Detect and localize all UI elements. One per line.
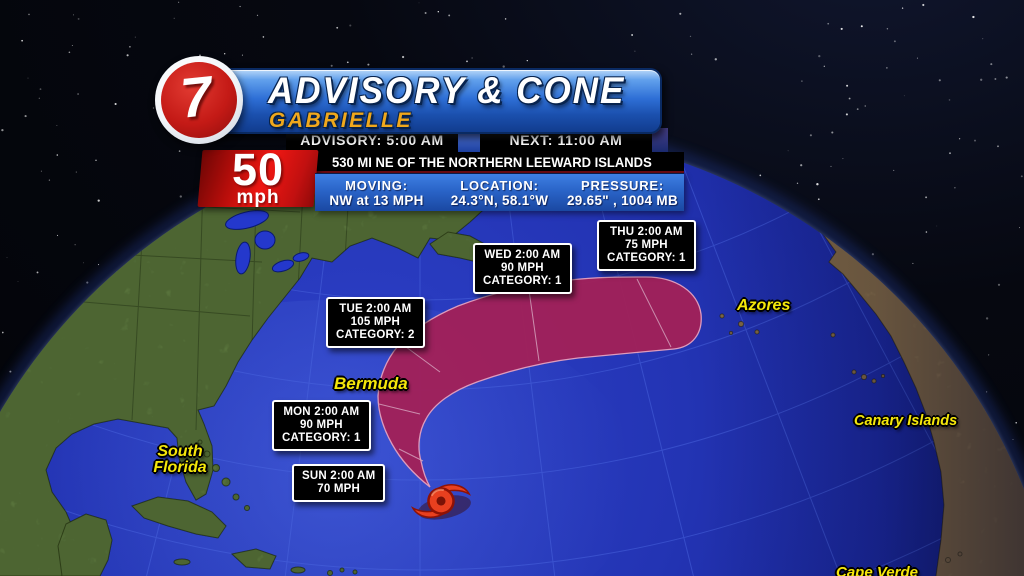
forecast-wed-wind: 90 MPH xyxy=(500,262,544,274)
advisory-bar-endcap xyxy=(652,128,668,152)
forecast-mon-wind: 90 MPH xyxy=(299,419,343,431)
channel7-logo-digit: 7 xyxy=(177,63,216,130)
wind-speed-value: 50 xyxy=(231,144,285,195)
storm-stats-bar: MOVING: NW at 13 MPH LOCATION: 24.3°N, 5… xyxy=(315,173,684,211)
forecast-wed-time: WED 2:00 AM xyxy=(484,249,561,261)
channel7-logo-circle: 7 xyxy=(161,62,237,138)
storm-name: GABRIELLE xyxy=(269,109,413,132)
hispaniola xyxy=(230,548,277,570)
forecast-thu-wind: 75 MPH xyxy=(624,239,668,251)
forecast-mon-category: CATEGORY: 1 xyxy=(282,432,361,444)
hurricane-icon xyxy=(410,484,472,520)
moving-value: NW at 13 MPH xyxy=(329,192,424,208)
forecast-tue-wind: 105 MPH xyxy=(350,316,400,328)
puerto-rico xyxy=(290,566,306,574)
advisory-time: ADVISORY: 5:00 AM xyxy=(300,132,444,148)
storm-position-text: 530 MI NE OF THE NORTHERN LEEWARD ISLAND… xyxy=(332,153,652,170)
storm-position-bar: 530 MI NE OF THE NORTHERN LEEWARD ISLAND… xyxy=(300,152,684,173)
moving-label: MOVING: xyxy=(345,177,408,193)
label-cape-verde: Cape Verde xyxy=(836,564,918,576)
bahamas xyxy=(197,439,250,511)
stat-moving: MOVING: NW at 13 MPH xyxy=(315,174,438,211)
forecast-box-wed: WED 2:00 AM 90 MPH CATEGORY: 1 xyxy=(473,243,572,294)
label-bermuda: Bermuda xyxy=(334,374,408,393)
lesser-antilles xyxy=(327,567,358,576)
stat-pressure: PRESSURE: 29.65" , 1004 MB xyxy=(561,174,684,211)
terminator-shading xyxy=(700,130,1024,576)
label-south-florida: South Florida xyxy=(130,444,230,476)
forecast-wed-category: CATEGORY: 1 xyxy=(483,275,562,287)
forecast-mon-time: MON 2:00 AM xyxy=(283,406,360,418)
cuba xyxy=(131,496,227,539)
label-south-florida-line1: South xyxy=(157,443,203,460)
label-south-florida-line2: Florida xyxy=(153,459,207,476)
forecast-cone xyxy=(377,276,702,488)
state-borders xyxy=(39,130,351,431)
forecast-box-thu: THU 2:00 AM 75 MPH CATEGORY: 1 xyxy=(597,220,696,271)
cone-segment-lines xyxy=(378,278,672,462)
location-value: 24.3°N, 58.1°W xyxy=(450,192,549,208)
wind-speed-unit: mph xyxy=(236,187,280,208)
forecast-box-mon: MON 2:00 AM 90 MPH CATEGORY: 1 xyxy=(272,400,371,451)
forecast-thu-time: THU 2:00 AM xyxy=(609,226,683,238)
label-canary-islands: Canary Islands xyxy=(854,413,958,429)
advisory-bar-divider xyxy=(458,128,480,152)
title-banner: ADVISORY & CONE GABRIELLE xyxy=(218,68,662,134)
pressure-value: 29.65" , 1004 MB xyxy=(566,192,678,208)
next-advisory-time: NEXT: 11:00 AM xyxy=(509,132,623,148)
location-label: LOCATION: xyxy=(460,177,539,193)
yucatan xyxy=(57,513,113,576)
forecast-tue-category: CATEGORY: 2 xyxy=(336,329,415,341)
forecast-sun-wind: 70 MPH xyxy=(317,483,361,495)
pressure-label: PRESSURE: xyxy=(580,177,665,193)
jamaica xyxy=(173,558,191,566)
current-wind-badge: 50 mph xyxy=(197,144,319,208)
great-lakes xyxy=(225,210,310,275)
label-azores: Azores xyxy=(737,297,791,314)
forecast-tue-time: TUE 2:00 AM xyxy=(339,303,412,315)
page-title: ADVISORY & CONE xyxy=(268,70,626,112)
forecast-sun-time: SUN 2:00 AM xyxy=(302,470,376,482)
stat-location: LOCATION: 24.3°N, 58.1°W xyxy=(438,174,561,211)
forecast-box-tue: TUE 2:00 AM 105 MPH CATEGORY: 2 xyxy=(326,297,425,348)
channel7-logo: 7 xyxy=(155,56,243,144)
forecast-box-sun: SUN 2:00 AM 70 MPH xyxy=(292,464,386,502)
forecast-thu-category: CATEGORY: 1 xyxy=(607,252,686,264)
